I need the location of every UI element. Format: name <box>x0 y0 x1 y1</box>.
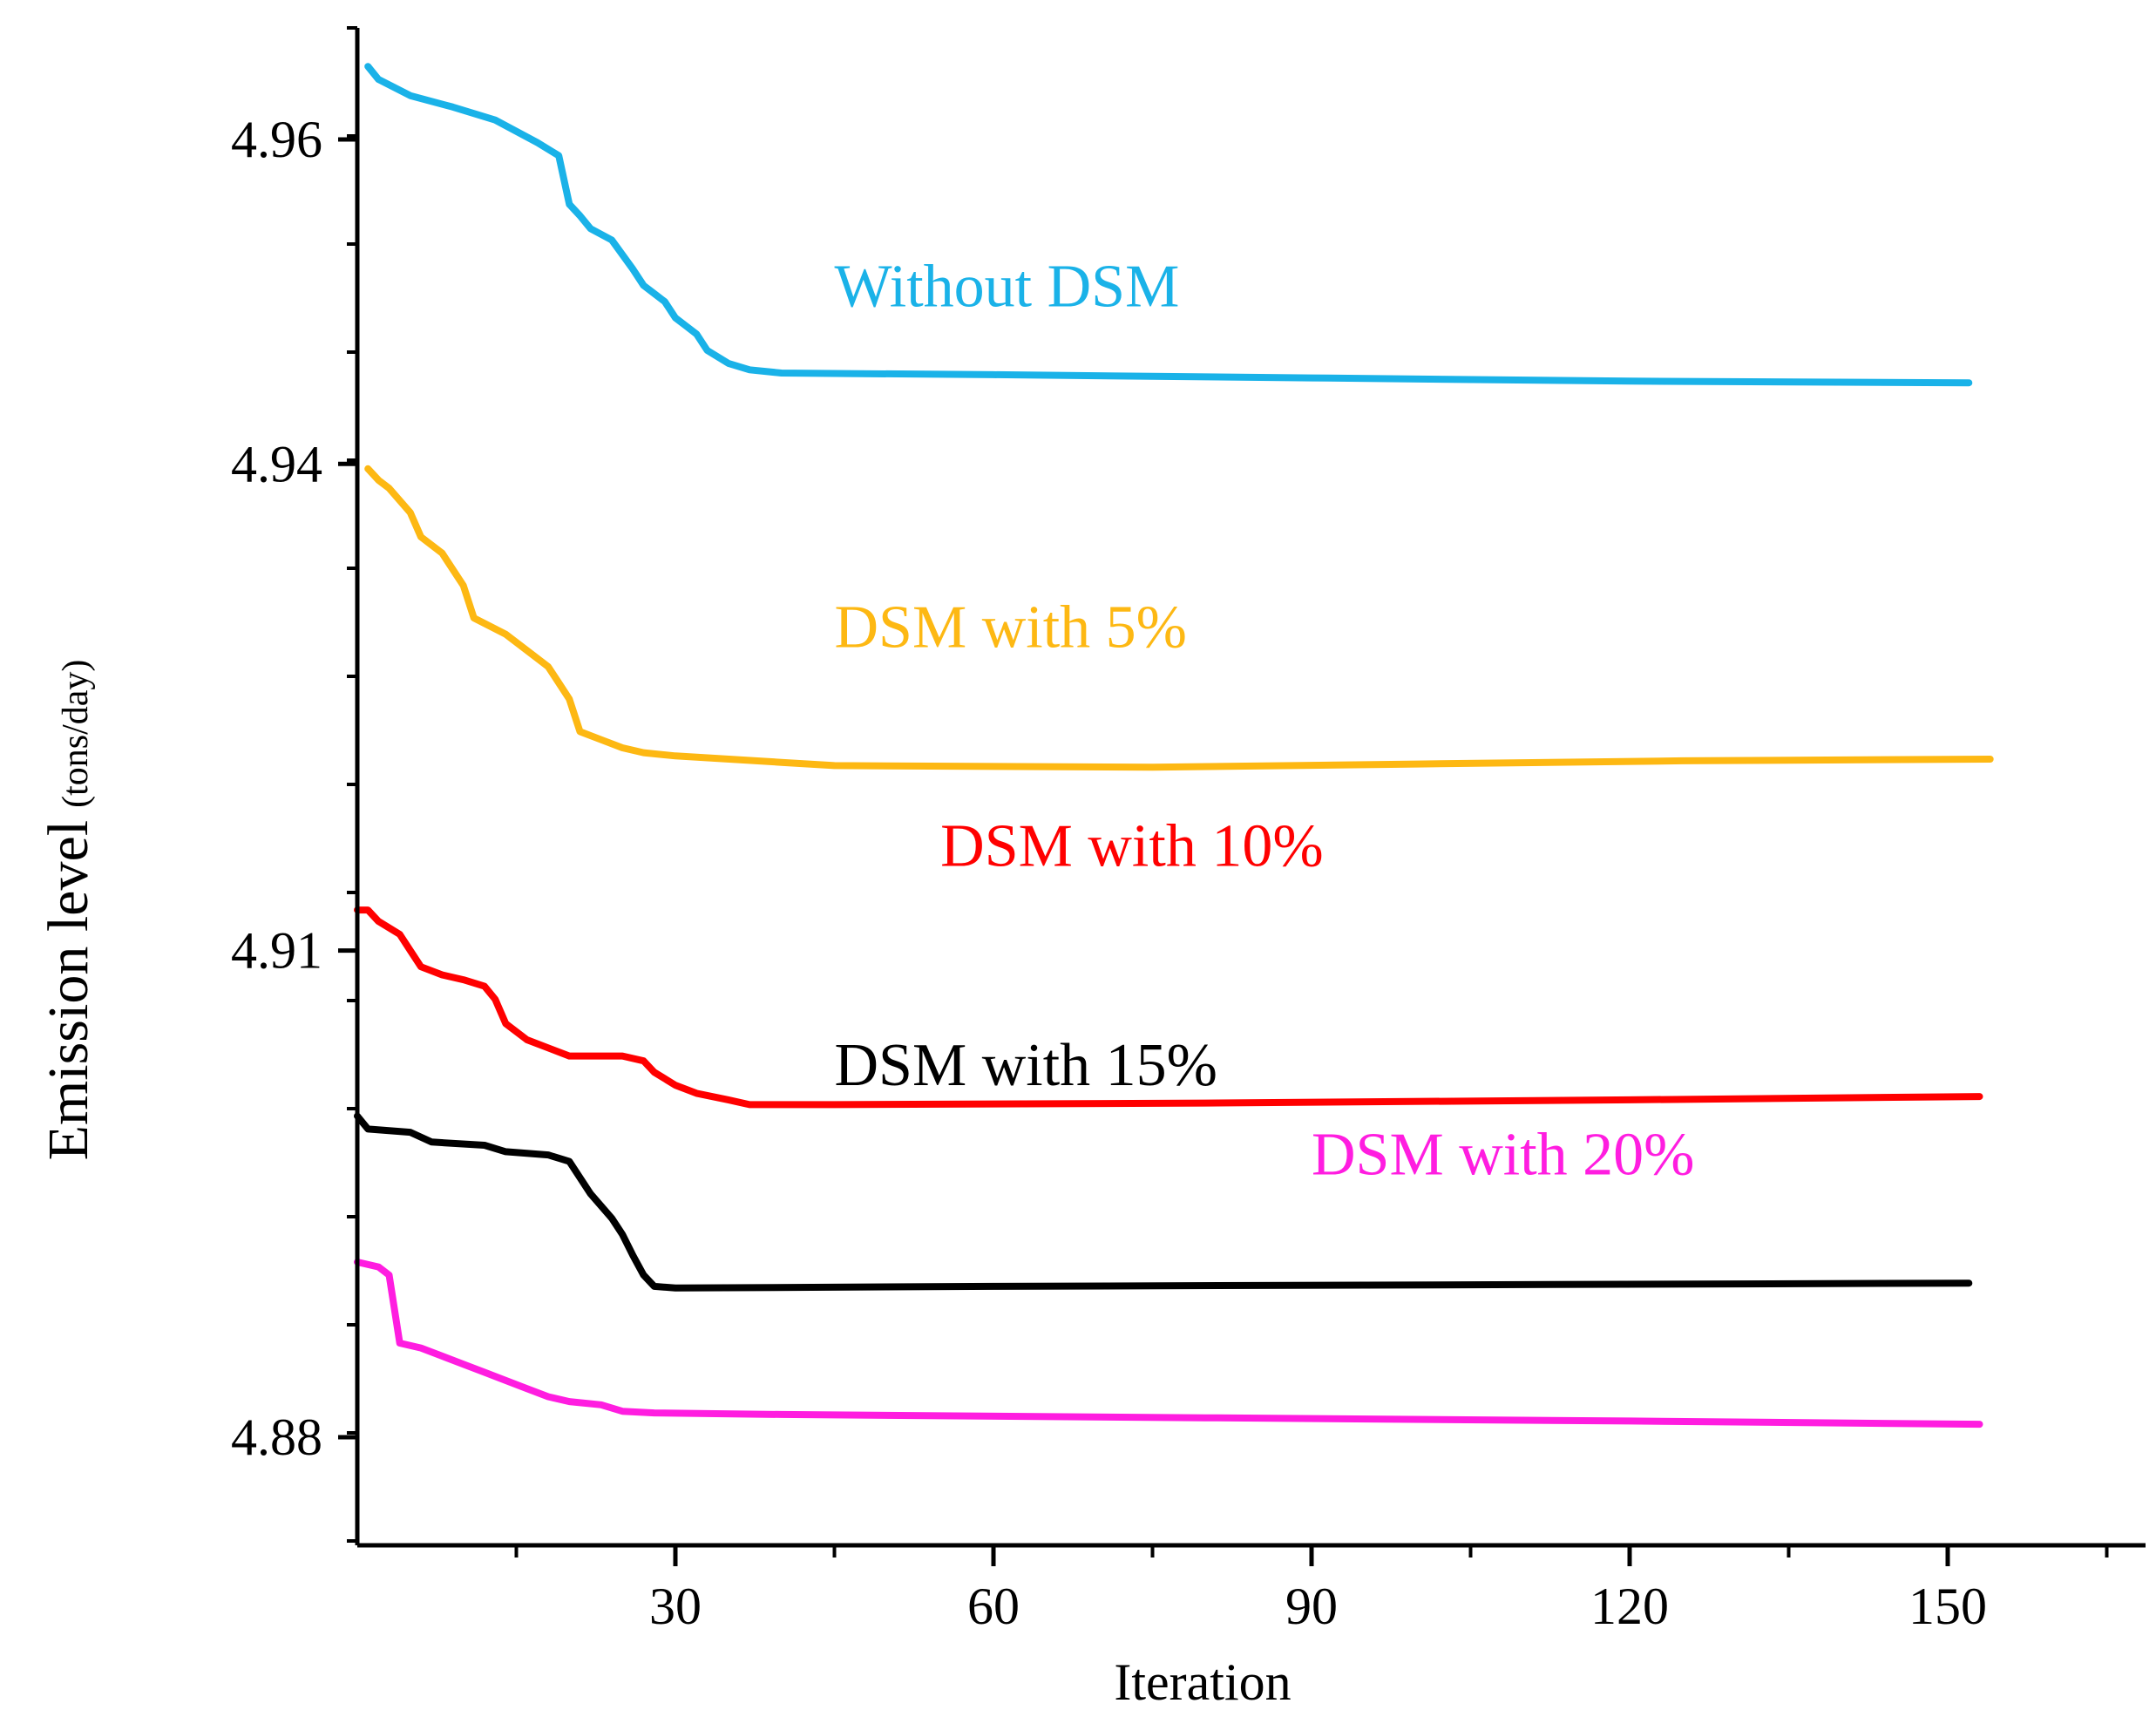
series-line-dsm-with-10 <box>354 906 1983 1109</box>
series-line-without-dsm <box>364 63 1973 387</box>
x-axis-title: Iteration <box>1114 1653 1291 1711</box>
x-tick-label: 60 <box>967 1578 1020 1635</box>
series-line-dsm-with-15 <box>354 1112 1973 1292</box>
svg-text:Emission level(tons/day): Emission level (tons/day) <box>37 660 100 1161</box>
x-tick-label: 150 <box>1909 1578 1987 1635</box>
series-label-dsm-with-5: DSM with 5% <box>835 594 1187 661</box>
series-label-dsm-with-10: DSM with 10% <box>940 813 1323 880</box>
y-tick-label: 4.88 <box>231 1408 322 1466</box>
series-label-without-dsm: Without DSM <box>835 254 1180 321</box>
series-line-dsm-with-20 <box>354 1259 1983 1429</box>
y-tick-label: 4.94 <box>231 435 322 492</box>
series-label-dsm-with-20: DSM with 20% <box>1312 1121 1694 1188</box>
y-axis-title-unit: (tons/day) <box>56 660 96 808</box>
series-line-dsm-with-5 <box>364 465 1994 771</box>
y-axis-title-main: Emission level <box>37 820 100 1160</box>
axes: 4.96 4.94 4.91 4.88 30 60 90 120 150 <box>231 26 2146 1635</box>
x-tick-label: 90 <box>1285 1578 1338 1635</box>
series-layer <box>354 63 1994 1429</box>
y-axis-title: Emission level (tons/day) <box>37 660 100 1161</box>
x-tick-label: 120 <box>1590 1578 1669 1635</box>
y-tick-label: 4.91 <box>231 922 322 980</box>
y-tick-label: 4.96 <box>231 111 322 168</box>
series-label-dsm-with-15: DSM with 15% <box>835 1032 1217 1099</box>
series-labels: Without DSM DSM with 5% DSM with 10% DSM wi… <box>835 254 1695 1189</box>
x-tick-label: 30 <box>649 1578 702 1635</box>
